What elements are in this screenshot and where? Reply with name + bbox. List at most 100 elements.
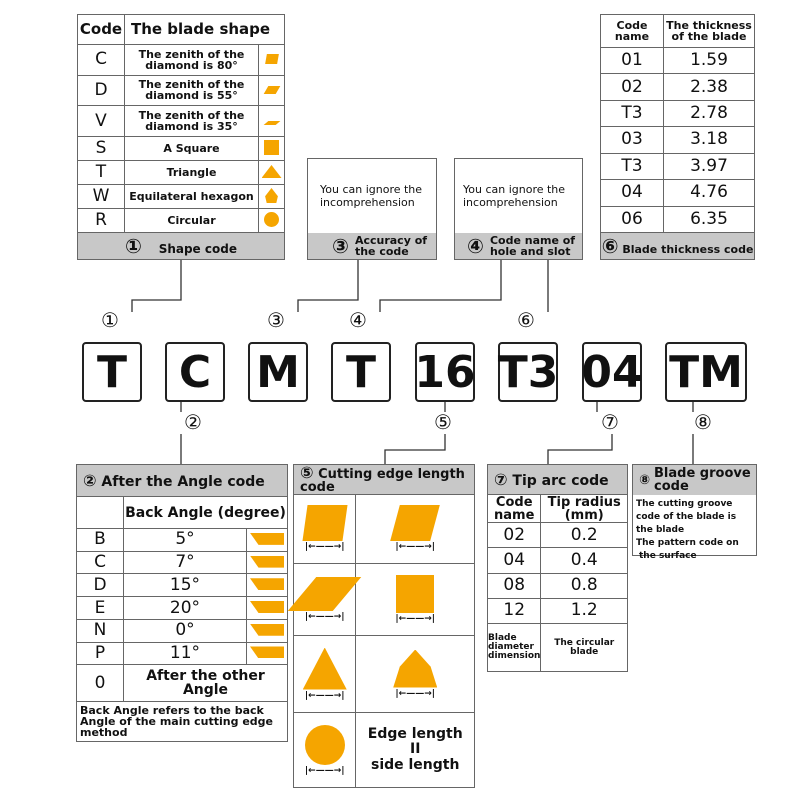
desc-cell: Triangle xyxy=(124,159,259,185)
code-letter-tip: 04 xyxy=(581,342,643,402)
value-cell: 6.35 xyxy=(663,205,755,234)
triangle-shape xyxy=(302,647,347,690)
code-cell: 0 xyxy=(76,664,124,702)
square-shape xyxy=(396,574,435,613)
circled-number: ② xyxy=(83,470,97,490)
code-cell: 04 xyxy=(486,547,542,574)
shape-code-table: Code The blade shape C The zenith of the d… xyxy=(77,14,285,260)
code-letter-hole: T xyxy=(331,342,391,402)
code-cell: V xyxy=(77,105,125,137)
edge-length-label: Edge length xyxy=(367,726,463,743)
circled-number: ① xyxy=(125,234,142,258)
code-cell: E xyxy=(76,596,124,620)
angle-cell: 0° xyxy=(123,618,247,643)
code-cell: B xyxy=(76,528,124,552)
edge-length-table: ⑤ Cutting edge length code |←——→| |←——→| … xyxy=(287,463,475,788)
value-cell: 3.18 xyxy=(663,126,755,154)
rhombus-80-icon xyxy=(264,53,279,64)
square-icon xyxy=(264,139,279,155)
code-cell: D xyxy=(76,573,124,598)
desc-cell: The zenith of the diamond is 55° xyxy=(124,74,259,107)
groove-box: ⑧ Blade groove code The cutting groove co… xyxy=(632,464,757,561)
circle-icon xyxy=(264,211,279,227)
thickness-table: Code name The thickness of the blade 01 1.… xyxy=(600,14,755,260)
radius-cell: 0.2 xyxy=(540,521,628,549)
radius-cell: 0.8 xyxy=(540,572,628,599)
circled-number: ⑤ xyxy=(300,463,314,482)
side-length-label: side length xyxy=(370,756,460,773)
circled-number: ③ xyxy=(267,308,285,332)
radius-cell: The circular blade xyxy=(540,623,628,672)
circled-number: ② xyxy=(184,410,202,434)
value-cell: 4.76 xyxy=(663,179,755,207)
back-angle-icon xyxy=(250,555,284,568)
header-code: Code name xyxy=(600,14,664,48)
value-cell: 2.78 xyxy=(663,99,755,128)
desc-cell: The zenith of the diamond is 35° xyxy=(124,105,259,137)
code-cell: 03 xyxy=(600,126,664,154)
desc-cell: Circular xyxy=(124,207,259,234)
footer-label: Code name of hole and slot xyxy=(489,234,576,258)
code-cell: 02 xyxy=(486,521,542,549)
angle-cell: After the other Angle xyxy=(123,664,288,702)
code-letter-groove: TM xyxy=(665,342,747,402)
footer-label: Blade thickness code xyxy=(622,243,754,256)
code-cell: 08 xyxy=(486,572,542,599)
tip-title: Tip arc code xyxy=(512,472,609,489)
footer-label: Shape code xyxy=(158,242,237,256)
rhombus-55-shape xyxy=(287,576,362,611)
circled-number: ⑥ xyxy=(601,234,619,258)
header-thickness: The thickness of the blade xyxy=(663,14,755,48)
radius-cell: 1.2 xyxy=(540,597,628,625)
circled-number: ③ xyxy=(332,234,349,258)
rhombus-80-tilted-shape xyxy=(390,505,441,542)
code-cell: W xyxy=(77,183,125,209)
code-cell: 12 xyxy=(486,597,542,625)
groove-line: the surface xyxy=(639,551,697,562)
code-cell: 01 xyxy=(600,46,664,75)
equals-sign: II xyxy=(410,741,421,758)
code-letter-angle: C xyxy=(165,342,225,402)
code-letter-thickness: T3 xyxy=(498,342,558,402)
header-back-angle: Back Angle (degree) xyxy=(123,496,288,529)
code-cell: P xyxy=(76,641,124,666)
code-cell: D xyxy=(77,74,125,107)
code-cell: S xyxy=(77,135,125,161)
code-cell: C xyxy=(77,44,125,76)
code-cell: Blade diameter dimension xyxy=(486,623,542,672)
desc-cell: The zenith of the diamond is 80° xyxy=(124,44,259,76)
angle-cell: 7° xyxy=(123,550,247,575)
code-cell: N xyxy=(76,618,124,643)
angle-title: After the Angle code xyxy=(101,473,265,490)
rhombus-55-icon xyxy=(263,85,280,94)
code-cell: 04 xyxy=(600,179,664,207)
hole-box: You can ignore the incomprehension ④ Code… xyxy=(454,158,583,260)
accuracy-box: You can ignore the incomprehension ③ Accu… xyxy=(307,158,437,260)
code-cell: T3 xyxy=(600,99,664,128)
circled-number: ④ xyxy=(467,234,484,258)
circle-shape xyxy=(304,724,345,765)
rhombus-35-icon xyxy=(263,120,280,125)
value-cell: 3.97 xyxy=(663,152,755,181)
accuracy-text: You can ignore the incomprehension xyxy=(320,183,423,209)
code-letter-accuracy: M xyxy=(248,342,308,402)
circled-number: ⑦ xyxy=(601,410,619,434)
circled-number: ① xyxy=(101,308,119,332)
groove-line: The pattern code on xyxy=(636,538,739,549)
back-angle-icon xyxy=(250,646,284,659)
circled-number: ④ xyxy=(349,308,367,332)
header-code: Code xyxy=(77,14,125,45)
footer-label: Accuracy of the code xyxy=(354,234,428,258)
header-radius: Tip radius (mm) xyxy=(540,494,628,523)
tip-arc-table: ⑦ Tip arc code Code name Tip radius (mm) … xyxy=(486,464,628,672)
circled-number: ⑦ xyxy=(494,469,508,489)
angle-cell: 20° xyxy=(123,596,247,620)
groove-title: Blade groove code xyxy=(654,466,751,494)
back-angle-icon xyxy=(250,578,284,591)
code-cell: 02 xyxy=(600,73,664,101)
desc-cell: Equilateral hexagon xyxy=(124,183,259,209)
code-letter-edge: 16 xyxy=(414,342,476,402)
circled-number: ⑧ xyxy=(694,410,712,434)
code-letter-shape: T xyxy=(82,342,142,402)
